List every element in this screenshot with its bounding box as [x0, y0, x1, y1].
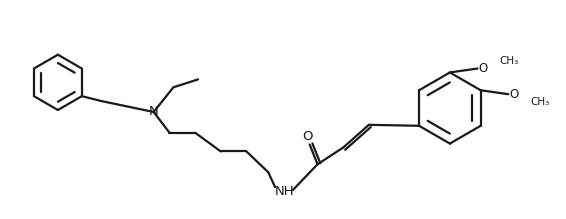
Text: NH: NH	[275, 185, 295, 198]
Text: O: O	[479, 62, 488, 75]
Text: N: N	[149, 106, 158, 118]
Text: O: O	[302, 130, 313, 143]
Text: O: O	[509, 88, 519, 101]
Text: CH₃: CH₃	[530, 97, 549, 107]
Text: CH₃: CH₃	[499, 56, 518, 66]
